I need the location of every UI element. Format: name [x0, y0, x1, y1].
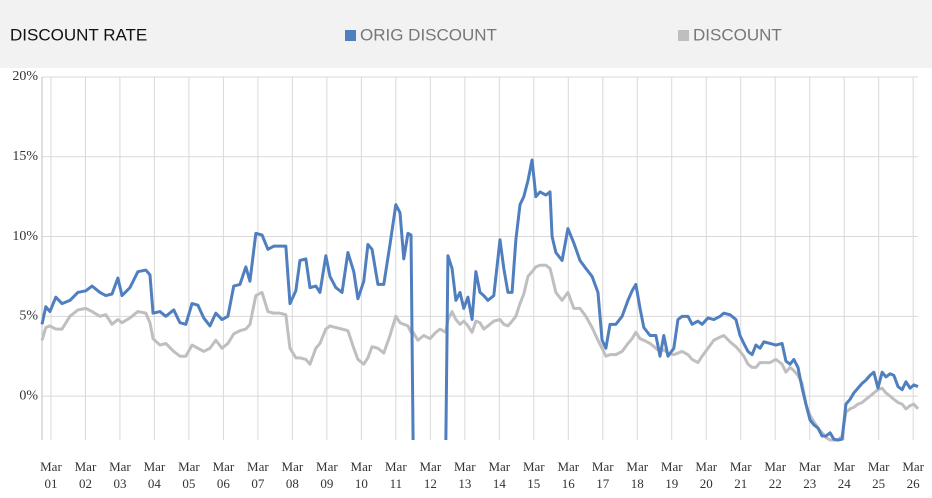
- legend-swatch: [678, 30, 689, 41]
- y-tick-label: 15%: [12, 149, 38, 164]
- x-tick-label: Mar 04: [143, 459, 166, 491]
- x-tick-label: Mar 26: [902, 459, 924, 491]
- y-tick-label: 5%: [19, 309, 38, 324]
- header-bar: [0, 0, 932, 68]
- x-tick-label: Mar 07: [247, 459, 269, 491]
- x-tick-label: Mar 13: [453, 459, 476, 491]
- x-tick-label: Mar 11: [385, 459, 407, 491]
- x-tick-label: Mar 23: [798, 459, 821, 491]
- x-tick-label: Mar 01: [40, 459, 62, 491]
- x-tick-label: Mar 03: [109, 459, 131, 491]
- y-tick-label: 10%: [12, 229, 38, 244]
- x-tick-label: Mar 22: [764, 459, 787, 491]
- legend-label: ORIG DISCOUNT: [360, 25, 497, 44]
- x-tick-label: Mar 06: [212, 459, 235, 491]
- y-tick-label: 20%: [12, 69, 38, 84]
- x-tick-label: Mar 05: [178, 459, 200, 491]
- x-tick-label: Mar 02: [74, 459, 97, 491]
- x-tick-label: Mar 21: [729, 459, 752, 491]
- x-tick-label: Mar 16: [557, 459, 580, 491]
- x-tick-label: Mar 12: [419, 459, 442, 491]
- legend-label: DISCOUNT: [693, 25, 782, 44]
- x-tick-label: Mar 15: [522, 459, 545, 491]
- x-tick-label: Mar 20: [695, 459, 718, 491]
- x-tick-label: Mar 14: [488, 459, 511, 491]
- x-tick-label: Mar 19: [660, 459, 683, 491]
- x-tick-label: Mar 25: [867, 459, 890, 491]
- x-tick-label: Mar 08: [281, 459, 304, 491]
- legend-swatch: [345, 30, 356, 41]
- series-line: [40, 158, 919, 442]
- x-tick-label: Mar 24: [833, 459, 856, 491]
- chart-title: DISCOUNT RATE: [10, 25, 147, 44]
- y-tick-label: 0%: [19, 388, 38, 403]
- x-tick-label: Mar 10: [350, 459, 373, 491]
- x-tick-label: Mar 09: [316, 459, 338, 491]
- x-tick-label: Mar 18: [626, 459, 649, 491]
- x-tick-label: Mar 17: [591, 459, 614, 491]
